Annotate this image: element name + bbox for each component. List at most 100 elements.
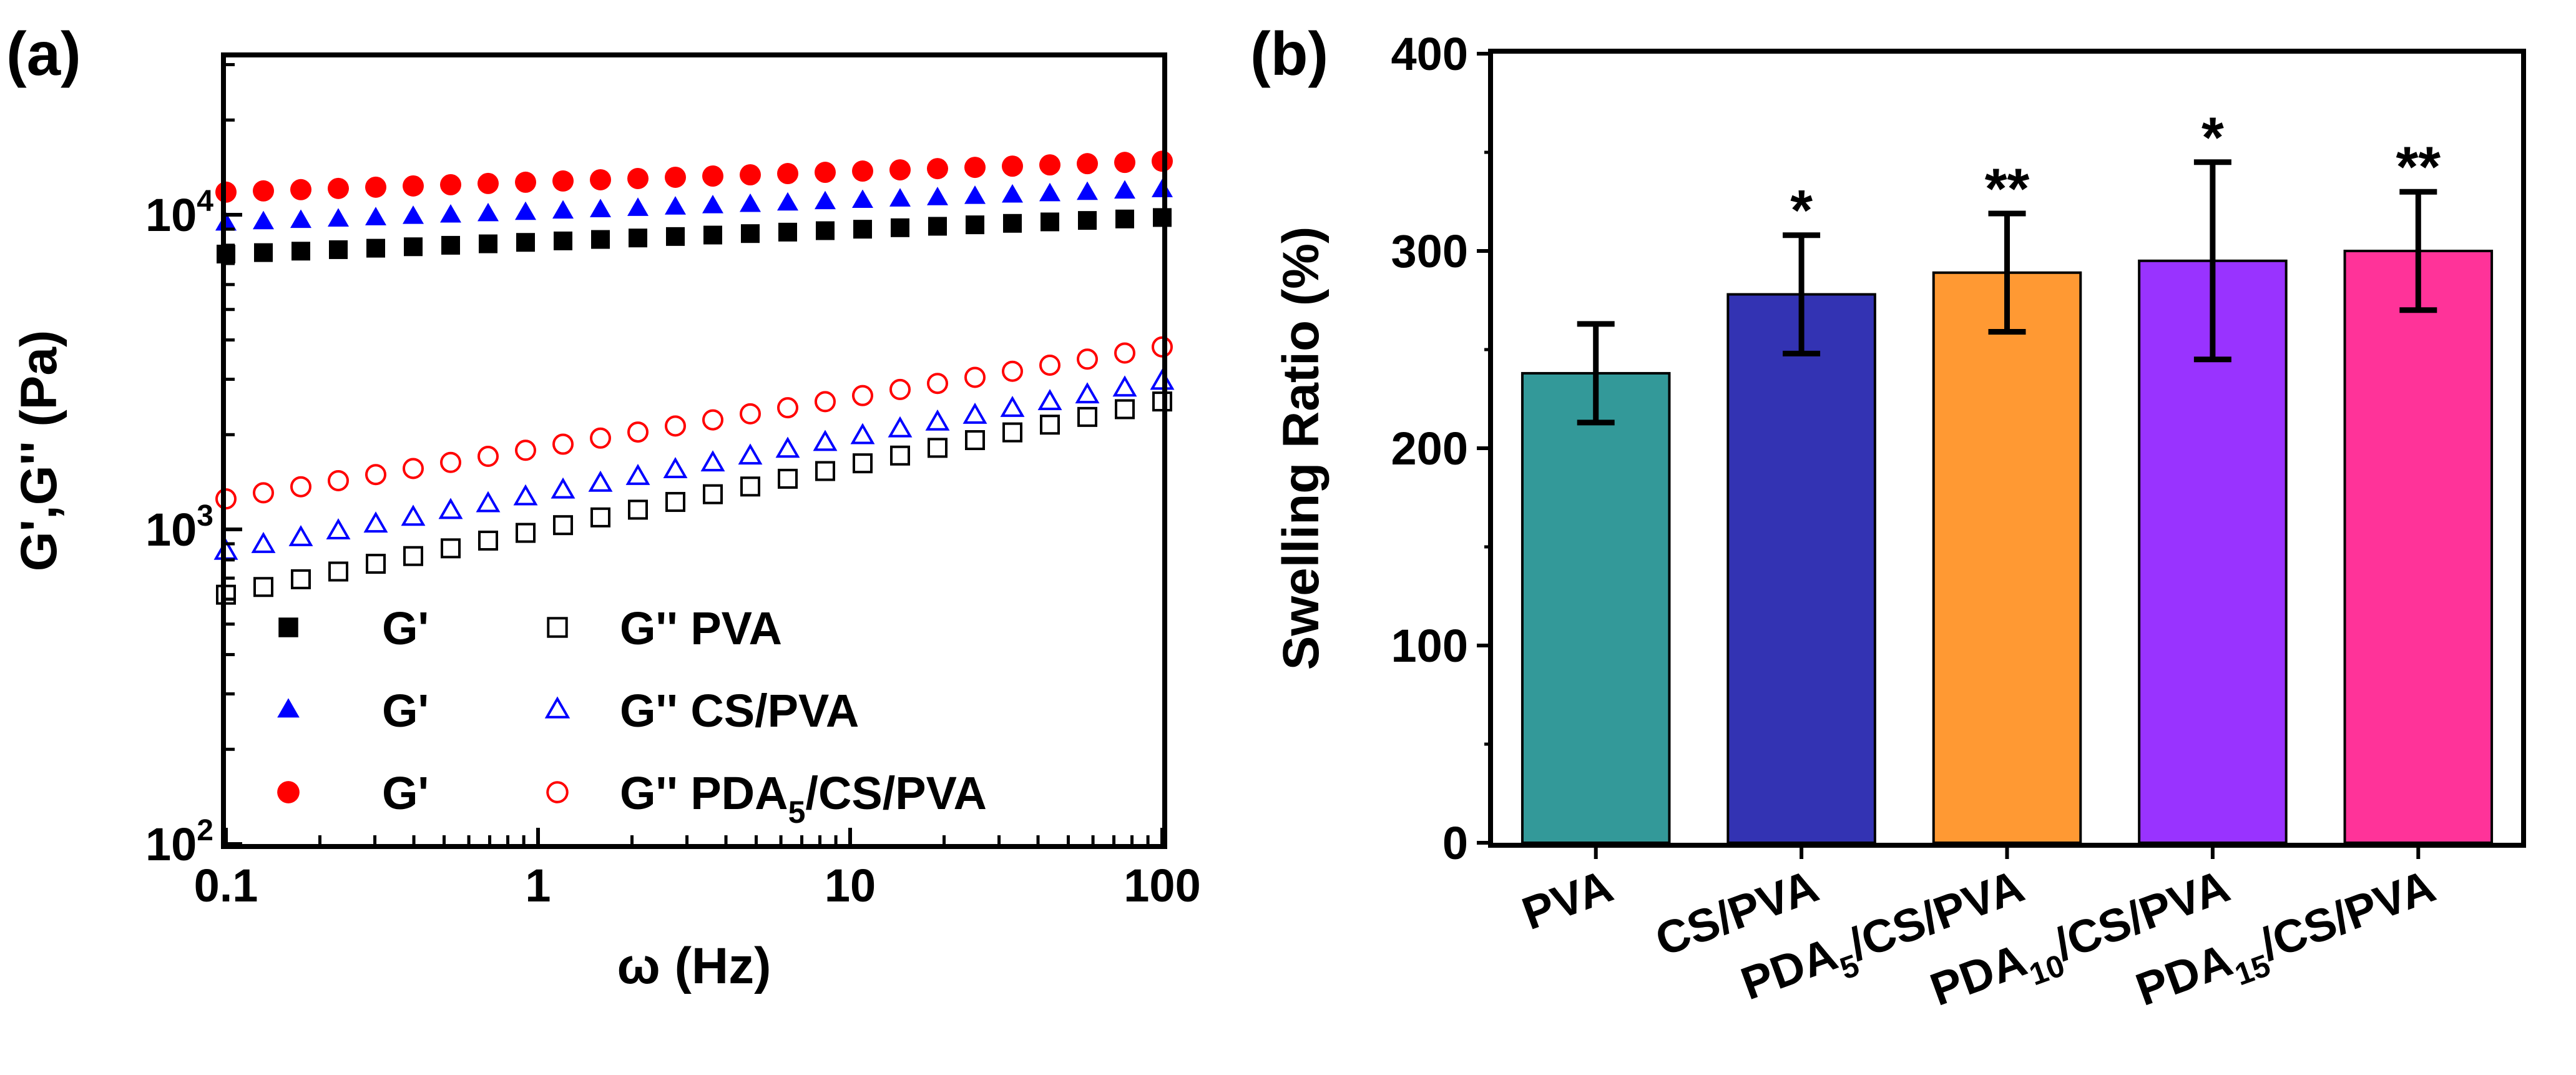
panel-a-label: (a) — [6, 19, 81, 88]
data-point — [590, 169, 611, 190]
series-cs-pva-loss-modulus — [213, 368, 1175, 560]
y-tick-base: 10 — [145, 504, 197, 556]
series-pda5-cs-pva-loss-modulus — [215, 336, 1173, 510]
data-point — [927, 373, 948, 395]
data-point — [925, 409, 950, 431]
data-point — [627, 197, 649, 216]
legend-series-name: CS/PVA — [690, 685, 859, 737]
data-point — [1039, 354, 1060, 376]
data-point — [590, 507, 610, 528]
data-point — [703, 225, 722, 245]
data-point — [254, 243, 273, 262]
legend-space — [678, 767, 691, 819]
series-pva-loss-modulus — [216, 391, 1172, 605]
data-point — [927, 187, 948, 205]
data-point — [1000, 396, 1025, 417]
data-point — [738, 443, 763, 465]
legend-open-marker — [544, 696, 571, 719]
data-point — [928, 438, 948, 458]
data-point — [665, 166, 686, 188]
panel-b-category-labels: PVA CS/PVAPDA5/CS/PVAPDA10/CS/PVAPDA15/CS… — [1516, 860, 2442, 1016]
data-point — [365, 207, 386, 225]
series-pda5-cs-pva-storage-modulus — [215, 150, 1173, 203]
data-point — [815, 162, 836, 184]
data-point — [928, 217, 947, 236]
data-point — [515, 171, 536, 193]
data-point — [365, 464, 386, 486]
panel-b-bars: * *** ** — [1521, 106, 2494, 844]
legend-filled-label: G' — [382, 767, 429, 819]
data-point — [964, 366, 986, 388]
data-point — [1039, 154, 1060, 176]
data-point — [588, 470, 613, 492]
data-point — [479, 234, 497, 253]
data-point — [1112, 375, 1137, 397]
y-tick-base: 10 — [145, 189, 197, 241]
data-point — [777, 397, 798, 419]
data-point — [403, 546, 423, 566]
significance-marker: * — [1790, 179, 1813, 243]
data-point — [329, 240, 348, 259]
data-point — [440, 204, 461, 223]
y-tick-exponent: 4 — [197, 185, 213, 218]
data-point — [590, 427, 611, 449]
data-point — [1114, 342, 1135, 364]
x-tick-label: 1 — [525, 860, 551, 911]
legend-modulus-text: G'' — [620, 685, 678, 737]
panel-a-legend: G' G'' PVA G' G'' CS/PVA G' G'' PDA5/CS/PVA — [277, 602, 987, 830]
data-point — [440, 174, 461, 195]
data-point — [815, 461, 835, 481]
data-point — [666, 227, 685, 246]
bar — [1726, 293, 1876, 844]
data-point — [477, 172, 499, 194]
data-point — [403, 205, 424, 224]
data-point — [328, 208, 349, 227]
panel-b-label: (b) — [1250, 19, 1328, 88]
data-point — [591, 230, 610, 249]
data-point — [1114, 180, 1135, 199]
data-point — [777, 163, 798, 185]
y-tick-label: 400 — [1391, 28, 1468, 80]
x-tick-label: 0.1 — [194, 860, 258, 911]
data-point — [476, 491, 501, 513]
legend-filled-label: G' — [382, 685, 429, 737]
data-point — [441, 235, 460, 255]
bar — [1932, 271, 2082, 844]
data-point — [816, 221, 835, 240]
data-point — [628, 499, 648, 520]
data-point — [966, 215, 984, 235]
data-point — [890, 445, 910, 466]
data-point — [1077, 348, 1098, 370]
data-point — [478, 530, 498, 551]
data-point — [1115, 209, 1134, 228]
legend-row: G' G'' CS/PVA — [277, 685, 859, 737]
y-tick-exponent: 2 — [197, 814, 213, 847]
data-point — [703, 484, 723, 504]
data-point — [515, 201, 536, 220]
data-point — [552, 200, 574, 219]
data-point — [702, 409, 723, 431]
data-point — [291, 242, 310, 261]
significance-marker: ** — [2396, 135, 2441, 199]
y-tick-label: 100 — [1391, 620, 1468, 672]
data-point — [403, 458, 424, 479]
data-point — [891, 218, 909, 237]
data-point — [815, 391, 836, 413]
data-point — [554, 231, 572, 250]
data-point — [740, 476, 760, 497]
legend-filled-marker — [277, 781, 300, 803]
data-point — [253, 577, 273, 597]
data-point — [438, 498, 463, 519]
data-point — [778, 222, 797, 242]
data-point — [853, 220, 872, 239]
data-point — [290, 179, 311, 200]
data-point — [290, 209, 311, 228]
legend-open-marker — [547, 617, 568, 638]
panel-a-y-axis-title: G',G'' (Pa) — [11, 330, 67, 572]
data-point — [513, 484, 538, 506]
data-point — [665, 492, 685, 513]
data-point — [288, 525, 313, 546]
data-point — [363, 511, 388, 533]
